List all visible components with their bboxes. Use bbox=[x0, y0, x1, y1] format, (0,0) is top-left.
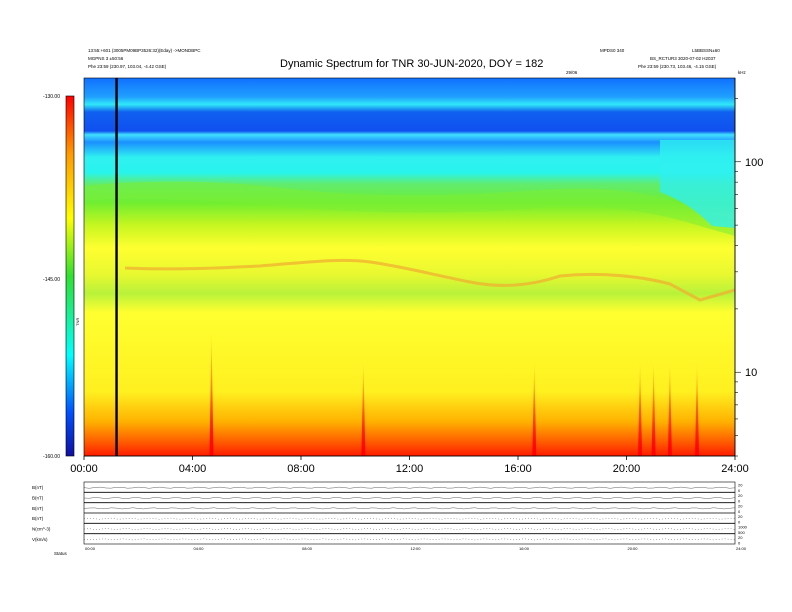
radio-bursts bbox=[209, 330, 700, 456]
panel-label: B(nT) bbox=[32, 516, 44, 521]
header-right-line2: L5BBSSN±60 bbox=[692, 48, 720, 53]
panel-trace bbox=[83, 517, 736, 520]
spectrum-background bbox=[84, 78, 735, 456]
time-axis: 00:00 04:00 08:00 12:00 16:00 20:00 24:00 bbox=[70, 455, 749, 475]
header-right-line4: Phe 23:59 (230.73, 103.46, -4.15 GSE) bbox=[638, 64, 717, 69]
frequency-axis: 10 100 bbox=[734, 78, 763, 457]
lower-x-tick-label: 20:00 bbox=[627, 546, 638, 551]
x-tick-label: 20:00 bbox=[613, 463, 641, 475]
panel-right-tick: 0 bbox=[738, 541, 741, 546]
panel-right-tick: 500 bbox=[738, 530, 745, 535]
panel-right-tick: 0 bbox=[738, 509, 741, 514]
x-tick-label: 00:00 bbox=[70, 463, 98, 475]
x-tick-label: 24:00 bbox=[721, 463, 749, 475]
panel-right-tick: 1000 bbox=[738, 525, 748, 530]
plasma-line bbox=[124, 258, 736, 302]
panel-right-tick: 20 bbox=[738, 483, 743, 488]
x-tick-label: 12:00 bbox=[396, 463, 424, 475]
burst-mark bbox=[695, 360, 700, 456]
colorbar-tick-mid: -145.00 bbox=[43, 277, 60, 283]
lower-x-tick-label: 04:00 bbox=[193, 546, 204, 551]
panel-right-tick: 0 bbox=[738, 519, 741, 524]
x-tick-label: 08:00 bbox=[287, 463, 315, 475]
burst-mark bbox=[667, 360, 672, 456]
header-right-line3: BS_RCTUR3 3020-07-02 H2037 bbox=[650, 56, 716, 61]
panel-right-tick: 20 bbox=[738, 514, 743, 519]
header-left-line2: MGPNS 3 ±50:56 bbox=[88, 56, 124, 61]
panel-trace bbox=[83, 497, 736, 499]
lower-panels: B(nT)B(nT)B(nT)B(nT)N(cm^-3)V(km/s)20020… bbox=[32, 481, 748, 556]
panel-label: B(nT) bbox=[32, 506, 44, 511]
panel-trace bbox=[83, 528, 736, 530]
lower-x-tick-label: 24:00 bbox=[736, 546, 747, 551]
lower-x-tick-label: 16:00 bbox=[519, 546, 530, 551]
unit-label: kHz bbox=[738, 70, 746, 75]
panel-right-tick: 20 bbox=[738, 504, 743, 509]
panel-trace bbox=[83, 507, 736, 510]
panel-trace bbox=[83, 538, 736, 541]
panel-label: V(km/s) bbox=[32, 537, 48, 542]
panel-trace bbox=[83, 486, 736, 489]
panel-label: B(nT) bbox=[32, 496, 44, 501]
panel-label: N(cm^-3) bbox=[32, 527, 51, 532]
green-band bbox=[84, 181, 735, 236]
burst-mark bbox=[638, 360, 643, 456]
y-tick-label: 10 bbox=[745, 367, 757, 379]
x-tick-label: 16:00 bbox=[504, 463, 532, 475]
burst-mark bbox=[651, 360, 656, 456]
panel-label: B(nT) bbox=[32, 485, 44, 490]
cyan-region bbox=[660, 140, 735, 228]
panel-right-tick: 0 bbox=[738, 498, 741, 503]
spectrum-panel bbox=[83, 77, 736, 457]
colorbar-tick-top: -130.00 bbox=[43, 94, 60, 100]
colorbar-tick-bottom: -160.00 bbox=[43, 454, 60, 460]
colorbar-label: TNR bbox=[75, 318, 80, 326]
y-tick-label: 100 bbox=[745, 157, 763, 169]
lower-x-tick-label: 08:00 bbox=[302, 546, 313, 551]
panel-right-tick: 0 bbox=[738, 488, 741, 493]
header-left-line1: 13:55:+601 (3005PM09BP3526:32)(Eday) ->M… bbox=[88, 48, 201, 53]
x-tick-label: 04:00 bbox=[179, 463, 207, 475]
panel-right-tick: 20 bbox=[738, 493, 743, 498]
burst-mark bbox=[532, 360, 537, 456]
burst-mark bbox=[209, 330, 214, 456]
chart-title: Dynamic Spectrum for TNR 30-JUN-2020, DO… bbox=[280, 58, 544, 70]
burst-mark bbox=[361, 360, 366, 456]
header-right-line1: MPDS0 340 bbox=[600, 48, 625, 53]
colorbar bbox=[65, 95, 75, 457]
header-mid-label: 29/06 bbox=[566, 70, 578, 75]
panel-right-tick: 20 bbox=[738, 535, 743, 540]
lower-x-tick-label: 00:00 bbox=[85, 546, 96, 551]
lower-x-tick-label: 12:00 bbox=[410, 546, 421, 551]
header-left-line3: Phe 23:59 (230.97, 103.04, -4.42 GSE) bbox=[88, 64, 167, 69]
status-label: Status bbox=[54, 551, 68, 556]
